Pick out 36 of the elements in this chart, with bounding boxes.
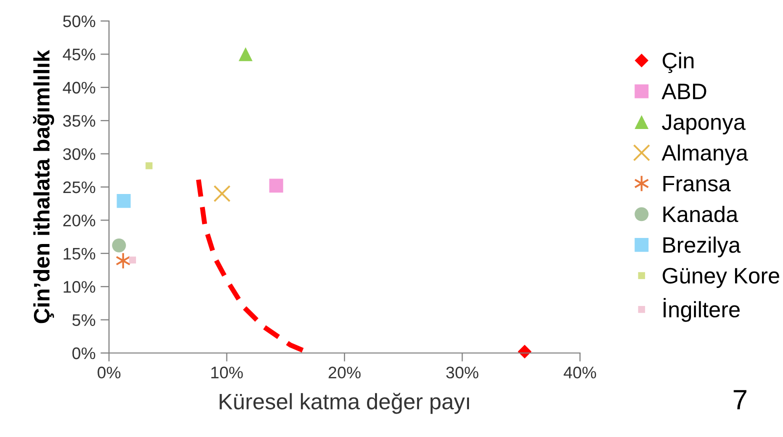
y-axis-title: Çin’den ithalata bağımlılık (33, 50, 54, 324)
legend-label: Güney Kore (662, 268, 780, 288)
point (238, 47, 253, 62)
x-tick-label: 20% (328, 366, 361, 378)
text: 7 (734, 390, 746, 410)
x-tick-label: 30% (446, 366, 478, 378)
legend-label: Brezilya (663, 236, 741, 258)
legend-label: Almanya (662, 144, 748, 166)
y-tick-label: 50% (63, 15, 96, 28)
y-tick-label: 40% (62, 82, 96, 94)
y-tick-label: 35% (63, 115, 96, 127)
legend-label: Japonya (662, 114, 746, 134)
legend-label: ABD (662, 84, 706, 100)
point (146, 162, 153, 170)
y-tick-label: 15% (64, 248, 96, 260)
point (112, 238, 126, 252)
y-tick-label: 45% (62, 48, 96, 60)
point (116, 252, 131, 270)
x-tick-label: 40% (564, 366, 596, 378)
legend-label: Kanada (663, 206, 738, 222)
point (116, 194, 131, 208)
point (269, 178, 284, 193)
legend-label: Çin (662, 52, 694, 73)
y-tick-label: 30% (63, 148, 96, 160)
x-tick-label: 0% (98, 366, 120, 378)
y-tick-label: 25% (63, 181, 96, 194)
y-tick-label: 20% (63, 214, 96, 226)
x-axis-title: Küresel katma değer payı (220, 392, 470, 414)
point (213, 185, 231, 202)
point (129, 256, 136, 264)
y-tick-label: 5% (72, 314, 96, 326)
legend-label: Fransa (663, 176, 731, 192)
x-tick-label: 10% (211, 366, 243, 378)
legend-label: İngiltere (664, 298, 740, 322)
y-tick-label: 10% (64, 281, 96, 293)
y-tick-label: 0% (72, 347, 96, 360)
